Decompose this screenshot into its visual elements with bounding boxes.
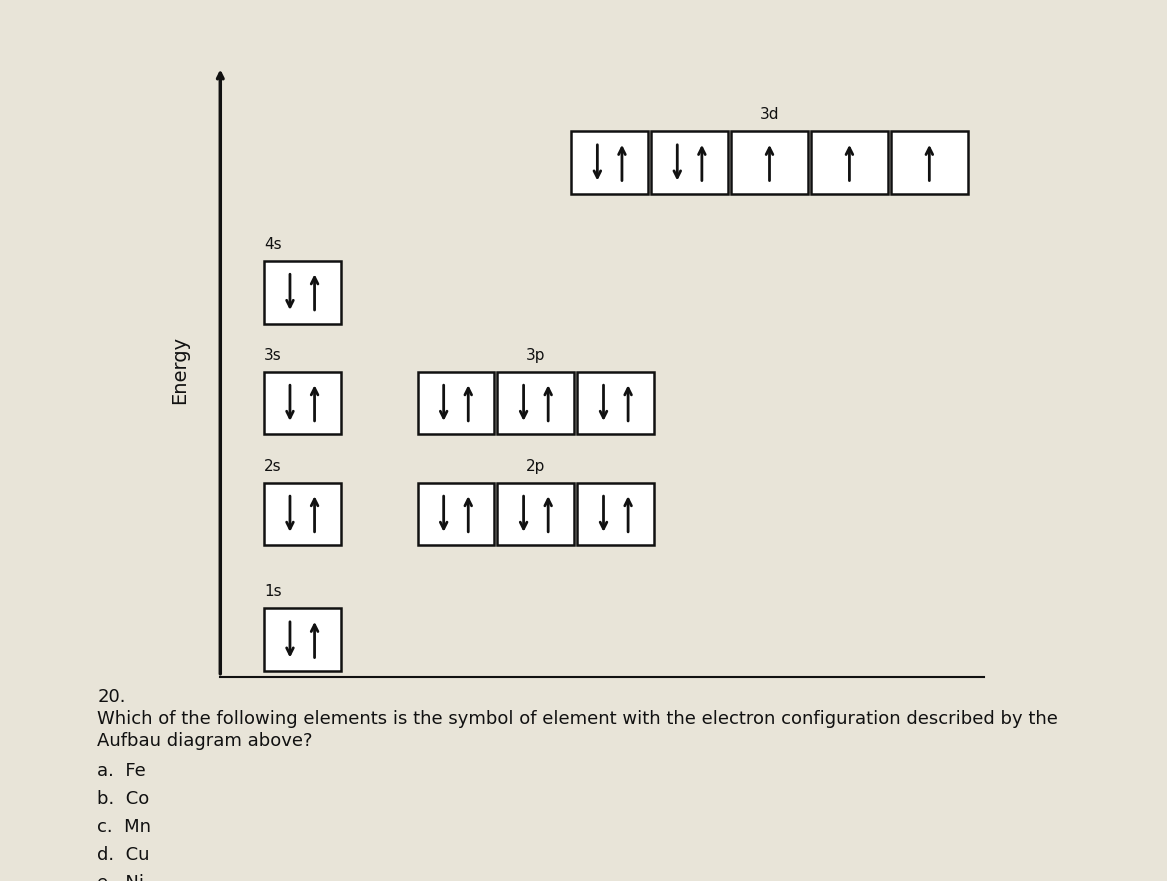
- Text: Energy: Energy: [170, 336, 189, 403]
- Bar: [890, 131, 967, 194]
- Text: b.  Co: b. Co: [97, 790, 149, 808]
- Text: d.  Cu: d. Cu: [97, 846, 149, 864]
- Text: 20.: 20.: [97, 688, 126, 706]
- Text: e.  Ni: e. Ni: [97, 874, 145, 881]
- Text: 4s: 4s: [264, 237, 281, 252]
- Bar: [578, 483, 655, 545]
- Bar: [731, 131, 808, 194]
- Text: 3s: 3s: [264, 348, 281, 363]
- Text: Aufbau diagram above?: Aufbau diagram above?: [97, 732, 313, 750]
- Bar: [264, 372, 341, 434]
- Text: Which of the following elements is the symbol of element with the electron confi: Which of the following elements is the s…: [97, 710, 1058, 728]
- Bar: [418, 372, 495, 434]
- Bar: [264, 261, 341, 323]
- Text: 1s: 1s: [264, 584, 281, 599]
- Bar: [418, 483, 495, 545]
- Bar: [264, 483, 341, 545]
- Bar: [811, 131, 888, 194]
- Text: 2s: 2s: [264, 459, 281, 474]
- Bar: [578, 372, 655, 434]
- Bar: [497, 372, 574, 434]
- Text: 2p: 2p: [526, 459, 545, 474]
- Text: a.  Fe: a. Fe: [97, 762, 146, 780]
- Text: c.  Mn: c. Mn: [97, 818, 152, 836]
- Text: 3p: 3p: [526, 348, 546, 363]
- Bar: [264, 608, 341, 671]
- Bar: [651, 131, 728, 194]
- Bar: [571, 131, 648, 194]
- Bar: [497, 483, 574, 545]
- Text: 3d: 3d: [760, 107, 780, 122]
